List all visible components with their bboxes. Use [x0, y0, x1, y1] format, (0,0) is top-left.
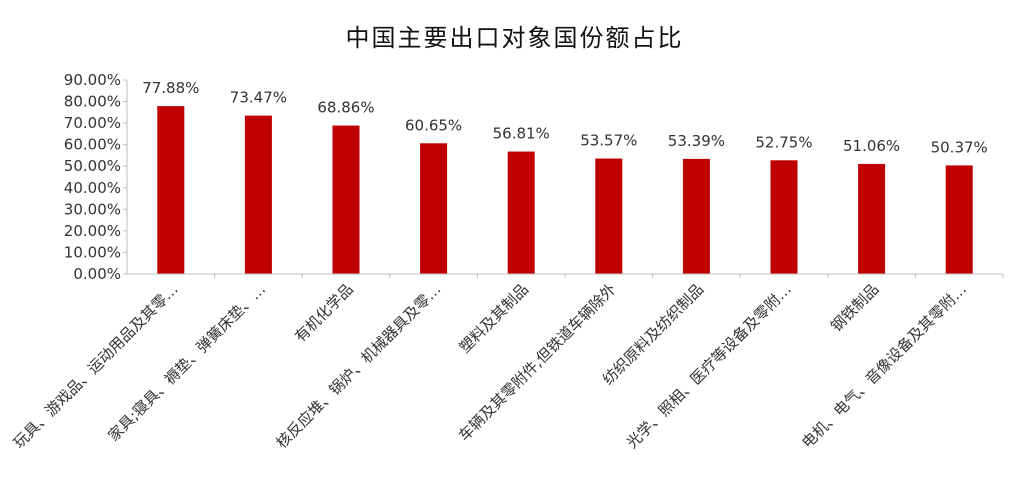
data-label: 73.47% [230, 89, 287, 107]
bar [770, 160, 798, 274]
bar [507, 151, 535, 274]
bar [244, 115, 272, 274]
x-tick-label: 电机、电气、音像设备及其零附… [798, 280, 970, 452]
y-axis: 0.00% 10.00% 20.00% 30.00% 40.00% 50.00% 60.00… [64, 71, 128, 283]
y-tick-label: 40.00% [64, 179, 121, 197]
data-labels-group: 77.88% 73.47% 68.86% 60.65% 56.81% 53.57% 53.3… [142, 79, 988, 156]
y-tick-label: 90.00% [64, 71, 121, 89]
bar [945, 165, 973, 274]
data-label: 53.39% [668, 132, 725, 150]
x-tick-label: 钢铁制品 [827, 280, 882, 335]
y-tick-label: 20.00% [64, 222, 121, 240]
data-label: 52.75% [755, 133, 812, 151]
bar [332, 125, 360, 274]
bar [595, 158, 623, 274]
bar [858, 163, 886, 274]
data-label: 77.88% [142, 79, 199, 97]
bar [420, 143, 448, 274]
chart-title: 中国主要出口对象国份额占比 [345, 24, 684, 52]
data-label: 68.86% [317, 99, 374, 117]
y-tick-label: 50.00% [64, 157, 121, 175]
y-tick-label: 0.00% [73, 265, 121, 283]
x-tick-label: 车辆及其零附件,但铁道车辆除外 [455, 280, 620, 445]
data-label: 53.57% [580, 132, 637, 150]
data-label: 51.06% [843, 137, 900, 155]
y-tick-label: 70.00% [64, 114, 121, 132]
bar [682, 158, 710, 274]
data-label: 60.65% [405, 116, 462, 134]
x-tick-label: 玩具、游戏品、运动用品及其零… [10, 280, 182, 452]
bar [157, 106, 185, 274]
x-tick-label: 塑料及其制品 [456, 280, 532, 356]
y-tick-label: 80.00% [64, 93, 121, 111]
x-tick-label: 家具;寝具、褥垫、弹簧床垫、… [104, 280, 269, 445]
bars-group [157, 106, 973, 274]
data-label: 56.81% [493, 125, 550, 143]
y-tick-label: 30.00% [64, 200, 121, 218]
x-tick-label: 有机化学品 [291, 280, 357, 346]
x-tick-label: 核反应堆、锅炉、机械器具及零… [273, 280, 445, 452]
y-tick-label: 60.00% [64, 136, 121, 154]
y-tick-label: 10.00% [64, 243, 121, 261]
x-tick-label: 光学、照相、医疗等设备及零附… [623, 280, 795, 452]
data-label: 50.37% [931, 138, 988, 156]
x-axis: 玩具、游戏品、运动用品及其零…家具;寝具、褥垫、弹簧床垫、… 有机化学品核反应堆、… [10, 273, 1004, 452]
